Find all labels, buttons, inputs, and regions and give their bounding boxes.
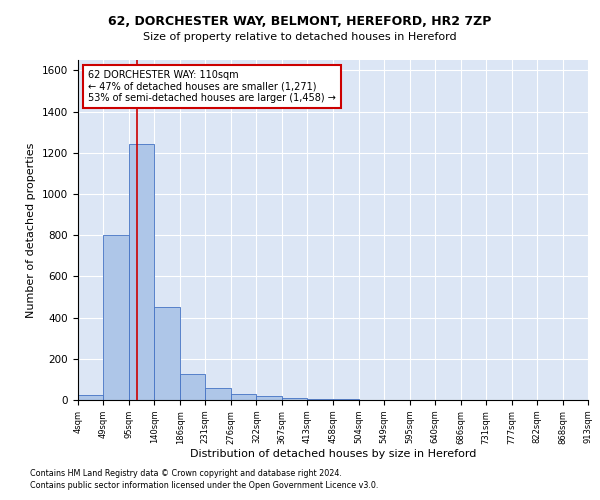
Bar bbox=[129, 144, 154, 400]
Text: Contains public sector information licensed under the Open Government Licence v3: Contains public sector information licen… bbox=[30, 481, 379, 490]
Bar bbox=[103, 235, 129, 400]
Bar bbox=[154, 308, 180, 400]
Bar bbox=[256, 396, 281, 400]
X-axis label: Distribution of detached houses by size in Hereford: Distribution of detached houses by size … bbox=[190, 450, 476, 460]
Bar bbox=[307, 399, 333, 400]
Y-axis label: Number of detached properties: Number of detached properties bbox=[26, 142, 37, 318]
Bar bbox=[205, 388, 230, 400]
Bar bbox=[230, 394, 256, 400]
Bar bbox=[78, 395, 103, 400]
Bar bbox=[180, 374, 205, 400]
Bar bbox=[281, 398, 307, 400]
Text: Contains HM Land Registry data © Crown copyright and database right 2024.: Contains HM Land Registry data © Crown c… bbox=[30, 468, 342, 477]
Text: 62, DORCHESTER WAY, BELMONT, HEREFORD, HR2 7ZP: 62, DORCHESTER WAY, BELMONT, HEREFORD, H… bbox=[109, 15, 491, 28]
Text: 62 DORCHESTER WAY: 110sqm
← 47% of detached houses are smaller (1,271)
53% of se: 62 DORCHESTER WAY: 110sqm ← 47% of detac… bbox=[88, 70, 336, 103]
Text: Size of property relative to detached houses in Hereford: Size of property relative to detached ho… bbox=[143, 32, 457, 42]
